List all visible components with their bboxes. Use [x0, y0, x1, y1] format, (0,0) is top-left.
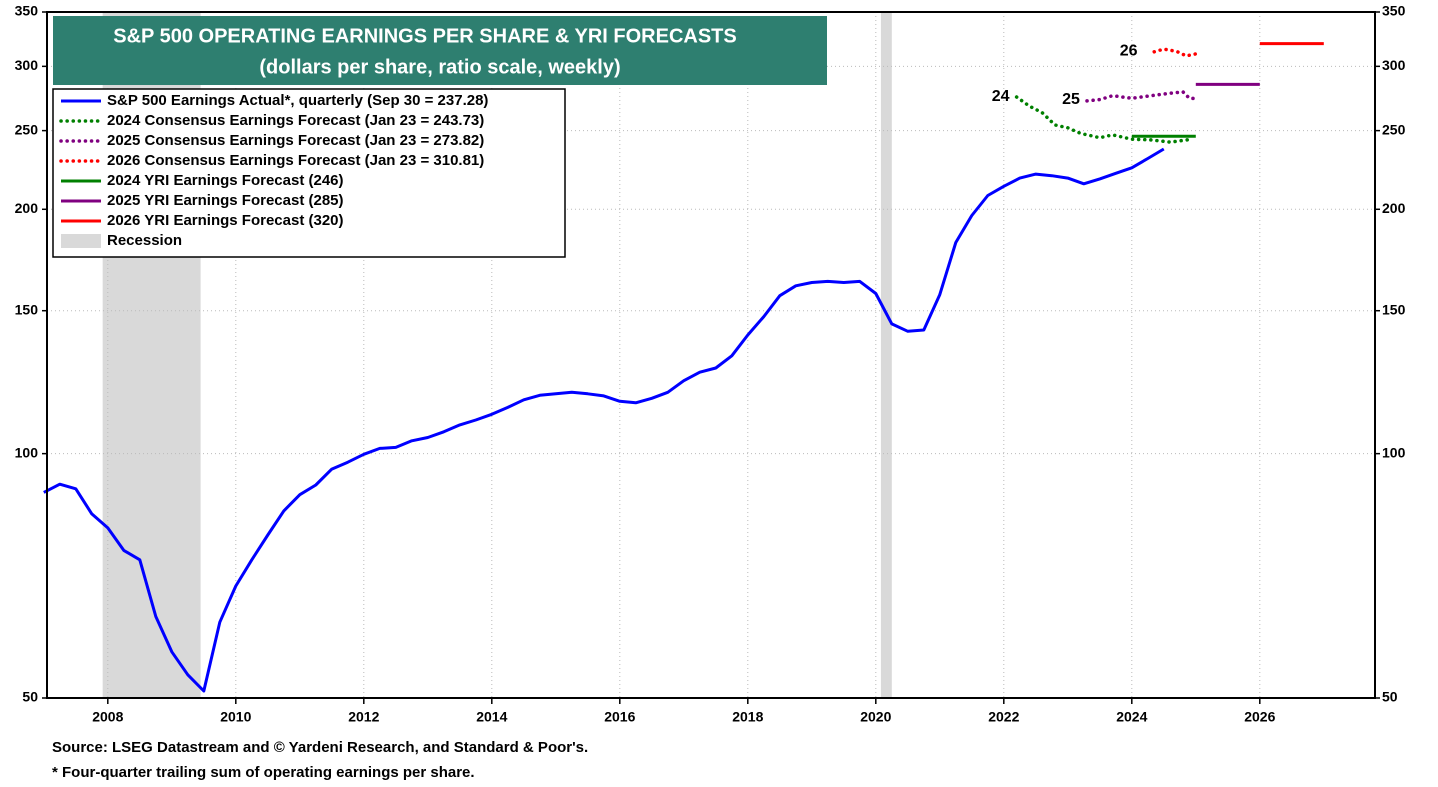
series-line [1014, 95, 1192, 144]
annotation: 25 [1062, 91, 1080, 108]
y2-tick-label: 350 [1382, 3, 1406, 19]
series-line [1085, 90, 1198, 103]
x-tick-label: 2016 [604, 709, 635, 725]
top-layer: 50 100 150 200 250 300 350 50 100 150 200 250 300 350… [15, 3, 1406, 725]
chart-title: S&P 500 OPERATING EARNINGS PER SHARE & Y… [113, 25, 736, 47]
legend-label: 2025 Consensus Earnings Forecast (Jan 23… [107, 132, 484, 149]
x-tick-label: 2020 [860, 709, 891, 725]
y-tick-label: 350 [15, 3, 39, 19]
legend-box [52, 88, 566, 258]
legend-label: 2024 YRI Earnings Forecast (246) [107, 172, 344, 189]
y-tick-label: 250 [15, 121, 39, 137]
y-tick-label: 300 [15, 57, 39, 73]
x-tick-label: 2018 [732, 709, 763, 725]
x-tick-label: 2024 [1116, 709, 1147, 725]
source-note: Source: LSEG Datastream and © Yardeni Re… [52, 739, 588, 756]
y-tick-label: 50 [22, 689, 38, 705]
y2-tick-label: 50 [1382, 689, 1398, 705]
legend-label: Recession [107, 232, 182, 249]
y2-tick-label: 200 [1382, 200, 1406, 216]
y2-tick-label: 250 [1382, 121, 1406, 137]
y-tick-label: 100 [15, 444, 39, 460]
y-tick-label: 200 [15, 200, 39, 216]
chart-subtitle: (dollars per share, ratio scale, weekly) [259, 56, 620, 78]
legend-label: 2025 YRI Earnings Forecast (285) [107, 192, 344, 209]
x-tick-label: 2022 [988, 709, 1019, 725]
legend-label: 2024 Consensus Earnings Forecast (Jan 23… [107, 112, 484, 129]
y2-tick-label: 100 [1382, 444, 1406, 460]
x-tick-label: 2026 [1244, 709, 1275, 725]
legend-label: 2026 YRI Earnings Forecast (320) [107, 212, 344, 229]
annotation: 24 [992, 88, 1010, 105]
lines-layer [43, 42, 1324, 693]
x-tick-label: 2012 [348, 709, 379, 725]
x-tick-label: 2010 [220, 709, 251, 725]
y2-tick-label: 300 [1382, 57, 1406, 73]
series-line [1152, 47, 1198, 58]
recession-band [880, 12, 892, 698]
x-tick-label: 2014 [476, 709, 507, 725]
title-box [53, 16, 827, 85]
y-tick-label: 150 [15, 301, 39, 317]
annotation: 26 [1120, 43, 1138, 60]
legend-label: S&P 500 Earnings Actual*, quarterly (Sep… [107, 92, 488, 109]
x-tick-label: 2008 [92, 709, 123, 725]
series-line [43, 147, 1165, 693]
plot-frame [46, 11, 1376, 699]
legend-label: 2026 Consensus Earnings Forecast (Jan 23… [107, 152, 484, 169]
y2-tick-label: 150 [1382, 301, 1406, 317]
legend-swatch [61, 234, 101, 248]
footnote: * Four-quarter trailing sum of operating… [52, 764, 475, 781]
